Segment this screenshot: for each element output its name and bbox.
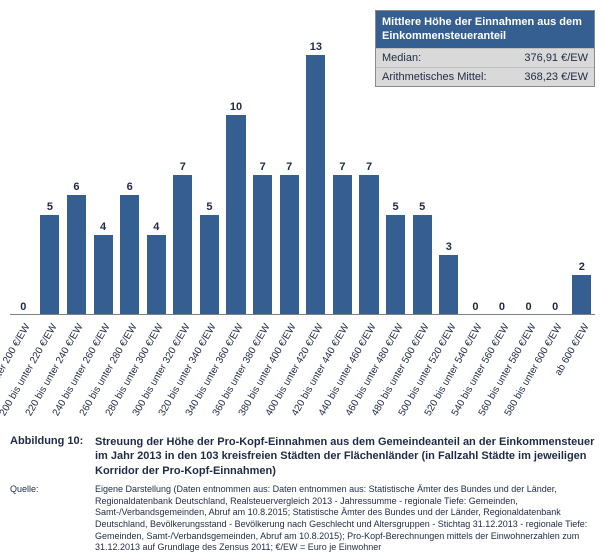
bar-slot: 3	[436, 35, 463, 315]
bar-slot: 7	[170, 35, 197, 315]
bar-slot: 7	[249, 35, 276, 315]
bar-value-label: 6	[73, 181, 79, 193]
bar-slot: 4	[90, 35, 117, 315]
bar-rect	[226, 115, 245, 315]
bar-slot: 5	[382, 35, 409, 315]
plot-area: 0 5 6 4 6 4 7 5 10 7 7 13 7 7 5 5 3 0 0 0 0 2	[10, 15, 595, 315]
bar-value-label: 5	[206, 201, 212, 213]
bar-value-label: 10	[230, 101, 242, 113]
bar-value-label: 0	[526, 301, 532, 313]
bar-slot: 4	[143, 35, 170, 315]
bar-value-label: 7	[260, 161, 266, 173]
bar-rect	[280, 175, 299, 315]
bar-slot: 7	[276, 35, 303, 315]
bar-value-label: 0	[20, 301, 26, 313]
bar-rect	[333, 175, 352, 315]
source-label: Quelle:	[10, 484, 95, 554]
source-text: Eigene Darstellung (Daten entnommen aus:…	[95, 484, 595, 554]
figure-caption: Abbildung 10: Streuung der Höhe der Pro-…	[10, 435, 595, 478]
bar-slot: 10	[223, 35, 250, 315]
chart-container: Mittlere Höhe der Einnahmen aus dem Eink…	[0, 0, 605, 540]
bar-value-label: 7	[339, 161, 345, 173]
bar-rect	[94, 235, 113, 315]
bar-slot: 13	[303, 35, 330, 315]
bar-value-label: 0	[499, 301, 505, 313]
bar-rect	[386, 215, 405, 315]
bar-rect	[359, 175, 378, 315]
x-labels-row: unter 200 €/EW200 bis unter 220 €/EW220 …	[10, 317, 595, 427]
bar-slot: 7	[356, 35, 383, 315]
bar-slot: 6	[116, 35, 143, 315]
bar-value-label: 6	[127, 181, 133, 193]
bar-rect	[67, 195, 86, 315]
bars-row: 0 5 6 4 6 4 7 5 10 7 7 13 7 7 5 5 3 0 0 0 0 2	[10, 35, 595, 315]
caption-text: Streuung der Höhe der Pro-Kopf-Einnahmen…	[95, 435, 595, 478]
bar-rect	[200, 215, 219, 315]
bar-value-label: 7	[286, 161, 292, 173]
bar-slot: 2	[568, 35, 595, 315]
bar-value-label: 7	[366, 161, 372, 173]
bar-value-label: 4	[100, 221, 106, 233]
bar-rect	[572, 275, 591, 315]
bar-rect	[253, 175, 272, 315]
bar-rect	[413, 215, 432, 315]
bar-value-label: 4	[153, 221, 159, 233]
x-axis-line	[10, 314, 595, 315]
bar-slot: 7	[329, 35, 356, 315]
figure-source: Quelle: Eigene Darstellung (Daten entnom…	[10, 484, 595, 554]
bar-value-label: 3	[446, 241, 452, 253]
bar-value-label: 7	[180, 161, 186, 173]
bar-value-label: 0	[472, 301, 478, 313]
bar-slot: 0	[462, 35, 489, 315]
x-label-slot: ab 600 €/EW	[568, 317, 595, 427]
bar-slot: 5	[37, 35, 64, 315]
bar-value-label: 2	[579, 261, 585, 273]
bar-rect	[306, 55, 325, 315]
bar-rect	[173, 175, 192, 315]
bar-value-label: 13	[310, 41, 322, 53]
bar-slot: 5	[409, 35, 436, 315]
bar-value-label: 5	[419, 201, 425, 213]
bar-rect	[147, 235, 166, 315]
bar-slot: 0	[515, 35, 542, 315]
bar-value-label: 0	[552, 301, 558, 313]
bar-slot: 5	[196, 35, 223, 315]
bar-slot: 0	[489, 35, 516, 315]
bar-rect	[120, 195, 139, 315]
bar-slot: 6	[63, 35, 90, 315]
bar-rect	[40, 215, 59, 315]
bar-value-label: 5	[47, 201, 53, 213]
bar-value-label: 5	[393, 201, 399, 213]
caption-label: Abbildung 10:	[10, 435, 95, 478]
bar-slot: 0	[542, 35, 569, 315]
bar-slot: 0	[10, 35, 37, 315]
bar-rect	[439, 255, 458, 315]
